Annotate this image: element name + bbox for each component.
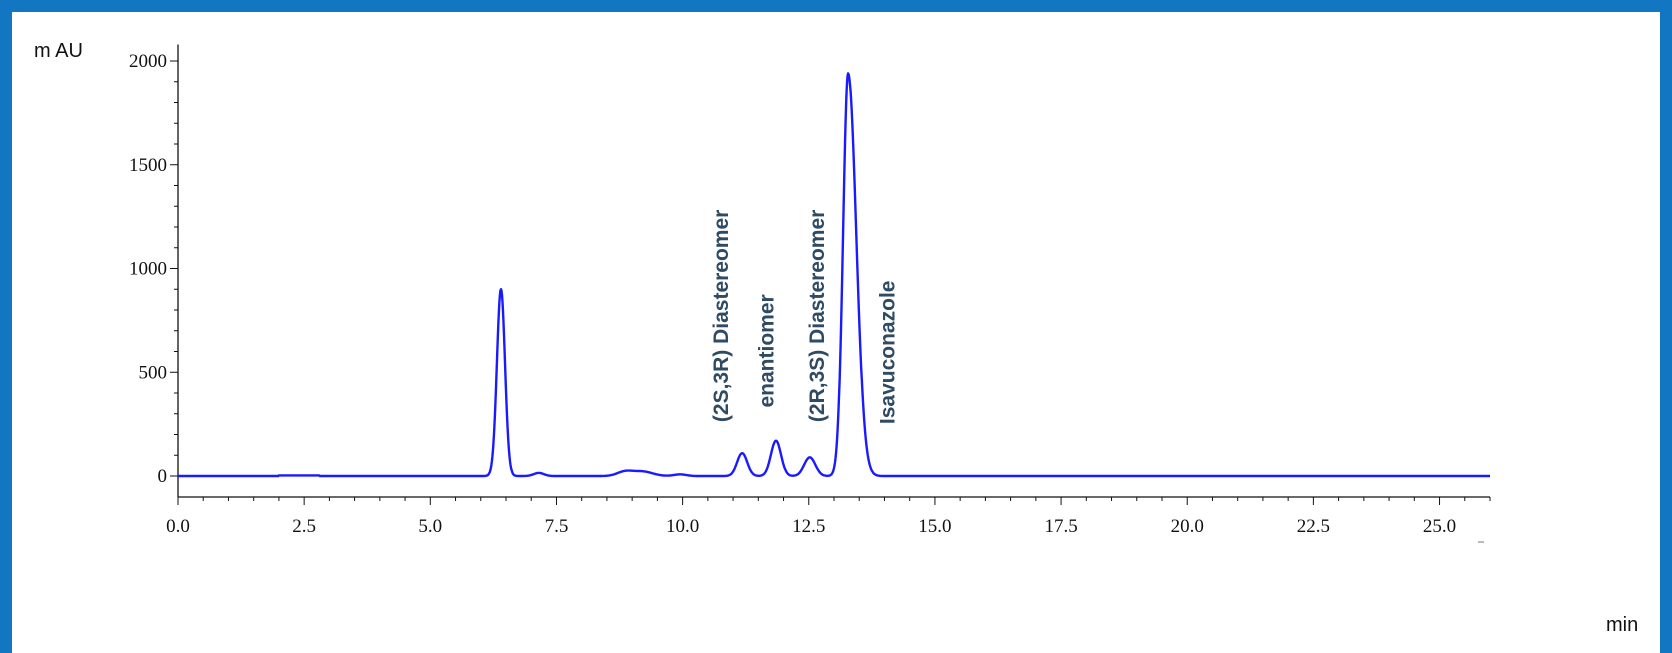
x-tick-label: 17.5 (1044, 516, 1077, 537)
x-tick-label: 10.0 (666, 516, 699, 537)
x-tick-label: 12.5 (792, 516, 825, 537)
peak-label-2: enantiomer (755, 294, 778, 407)
x-tick-label: 5.0 (418, 516, 442, 537)
x-tick-label: 15.0 (918, 516, 951, 537)
x-tick-label: 7.5 (545, 516, 569, 537)
chromatogram-trace (177, 72, 1491, 478)
x-tick-label: 2.5 (292, 516, 316, 537)
y-tick-label: 2000 (129, 51, 167, 72)
peak-label-4: Isavuconazole (877, 281, 900, 425)
y-tick-label: 1000 (129, 259, 167, 280)
y-tick-label: 1500 (129, 155, 167, 176)
y-tick-label: 500 (139, 362, 168, 383)
y-axis-label: m AU (34, 40, 83, 62)
y-tick-label: 0 (158, 466, 168, 487)
peak-label-3: (2R,3S) Diastereomer (806, 210, 829, 422)
peak-label-1: (2S,3R) Diastereomer (710, 210, 733, 422)
x-tick-label: 0.0 (166, 516, 190, 537)
x-tick-label: 25.0 (1423, 516, 1456, 537)
x-axis-label: min (1606, 614, 1639, 636)
x-tick-label: 20.0 (1171, 516, 1204, 537)
x-tick-label: 22.5 (1297, 516, 1330, 537)
